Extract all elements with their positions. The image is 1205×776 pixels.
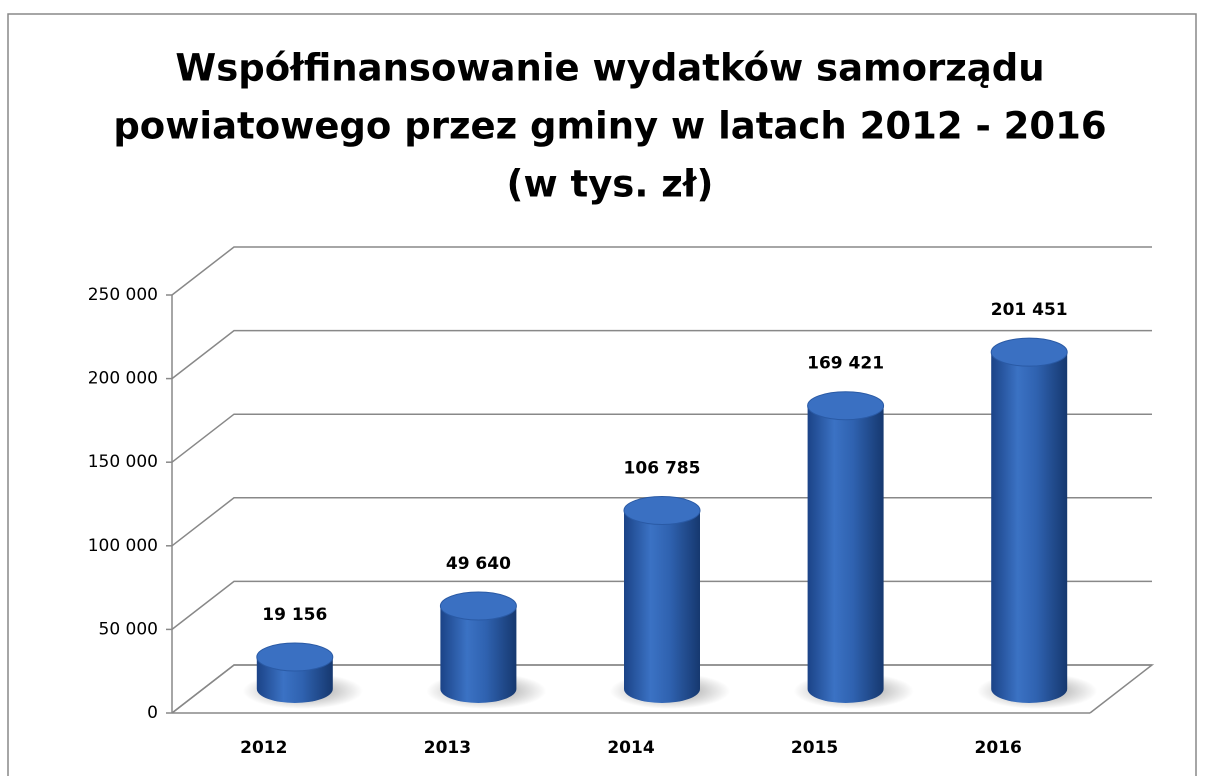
- bar: [807, 391, 884, 703]
- grid-line: [171, 329, 1152, 380]
- x-tick-label: 2013: [424, 738, 471, 758]
- frame: [7, 13, 1197, 776]
- x-tick-label: 2015: [791, 738, 838, 758]
- bar-top: [623, 495, 701, 525]
- y-tick-label: 150 000: [88, 452, 158, 472]
- y-tick-label: 0: [147, 703, 158, 723]
- x-tick-label: 2012: [240, 738, 287, 758]
- value-label: 201 451: [991, 300, 1068, 320]
- bar-top: [807, 391, 885, 421]
- bar: [624, 496, 700, 703]
- value-label: 169 421: [807, 354, 884, 374]
- chart-title: (w tys. zł): [507, 163, 714, 206]
- y-tick-label: 200 000: [88, 369, 158, 389]
- bar-top: [439, 591, 517, 621]
- bar-top: [990, 337, 1068, 367]
- value-label: 19 156: [262, 605, 327, 625]
- y-tick-label: 100 000: [88, 536, 158, 556]
- value-label: 49 640: [446, 554, 511, 574]
- chart-title: Współfinansowanie wydatków samorządu: [175, 47, 1044, 90]
- bar: [440, 592, 517, 703]
- x-tick-label: 2016: [975, 738, 1022, 758]
- chart-title: powiatowego przez gminy w latach 2012 - …: [113, 105, 1106, 148]
- grid-line: [171, 246, 1152, 296]
- y-tick-label: 250 000: [88, 285, 158, 305]
- bar-top: [256, 642, 334, 672]
- value-label: 106 785: [624, 458, 701, 478]
- x-tick-label: 2014: [607, 738, 654, 758]
- bar: [991, 338, 1068, 703]
- y-tick-label: 50 000: [99, 619, 158, 639]
